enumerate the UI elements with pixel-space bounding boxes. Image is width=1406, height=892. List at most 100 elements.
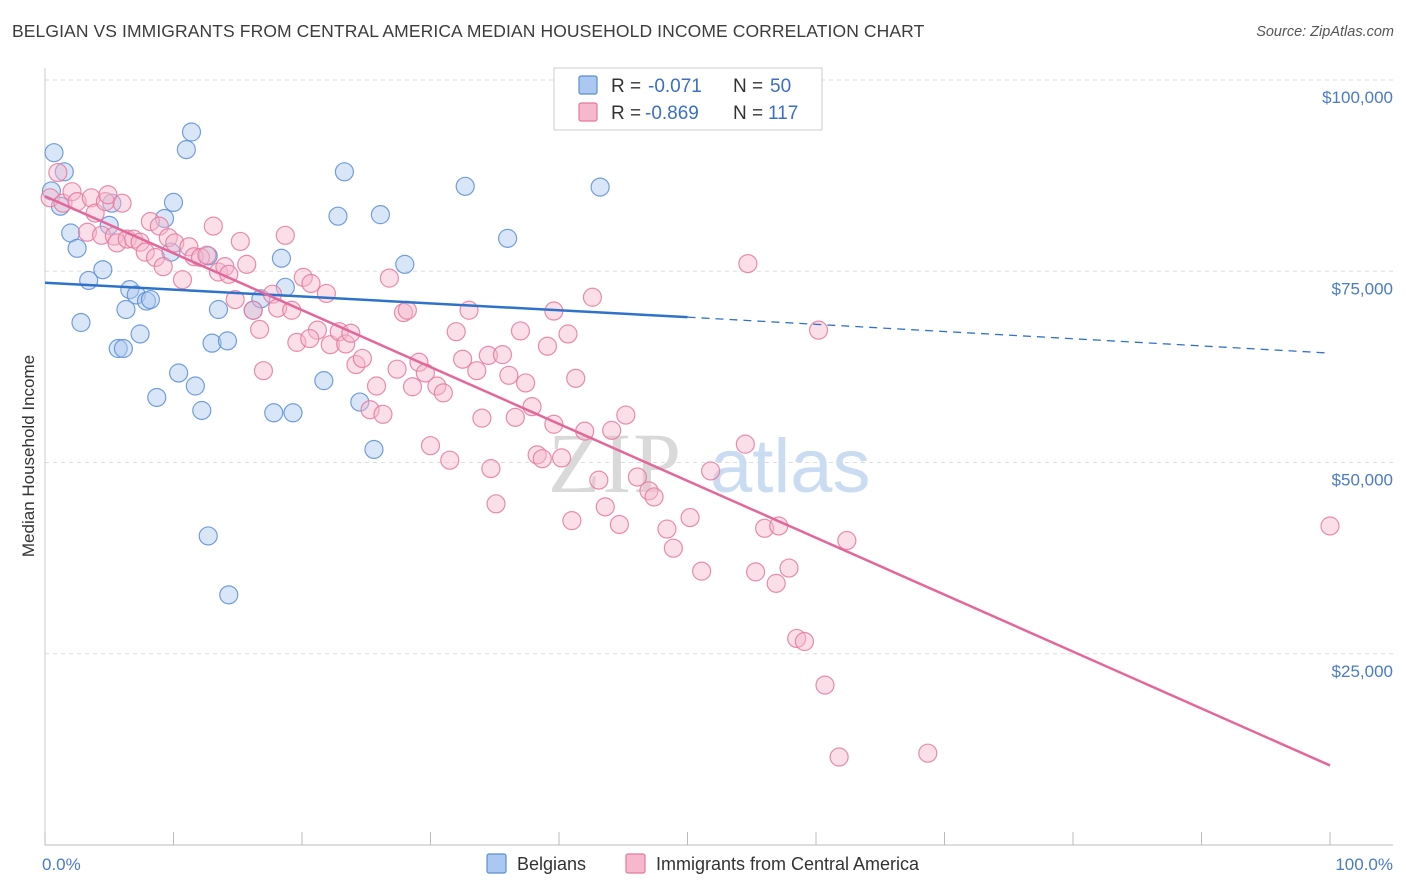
central-america-point: [300, 328, 320, 349]
central-america-point: [225, 289, 245, 310]
legend-n-value-2: 117: [768, 103, 798, 124]
central-america-point: [644, 487, 664, 507]
central-america-point: [360, 400, 380, 420]
central-america-trend-line: [44, 195, 1331, 767]
central-america-point: [48, 162, 68, 183]
legend-r-value-1: -0.071: [648, 76, 702, 97]
belgian-point: [219, 585, 239, 605]
central-america-points: [40, 162, 1340, 767]
trend-lines: [44, 195, 1331, 767]
central-america-point: [527, 445, 547, 465]
belgian-point: [181, 122, 202, 142]
belgian-point: [192, 400, 212, 421]
belgian-point: [147, 387, 167, 408]
legend-swatch-central: [578, 102, 598, 122]
source-label: Source: ZipAtlas.com: [1256, 24, 1394, 40]
central-america-point: [815, 675, 835, 695]
belgian-point: [130, 324, 150, 344]
x-ticks: [44, 832, 1331, 845]
watermark-atlas: atlas: [710, 424, 871, 509]
central-america-point: [779, 558, 799, 578]
belgian-trend-extension: [687, 316, 1331, 354]
central-america-point: [158, 227, 178, 248]
watermark-zip: ZIP: [548, 415, 683, 511]
central-america-point: [562, 511, 582, 531]
y-tick-label: $50,000: [1332, 471, 1393, 490]
central-america-point: [237, 254, 257, 274]
central-america-point: [582, 287, 603, 307]
central-america-point: [275, 225, 295, 245]
belgian-point: [113, 338, 133, 359]
belgian-point: [271, 248, 292, 268]
central-america-point: [589, 470, 609, 490]
central-america-point: [746, 562, 766, 582]
central-america-point: [301, 273, 321, 294]
central-america-point: [397, 300, 417, 320]
central-america-point: [293, 267, 313, 287]
belgian-point: [120, 280, 140, 300]
legend-swatch-belgian: [578, 75, 598, 95]
legend-r-value-2: -0.869: [645, 103, 699, 124]
central-america-point: [253, 361, 274, 381]
central-america-point: [336, 334, 356, 354]
belgian-point: [283, 403, 303, 423]
central-america-point: [320, 335, 340, 355]
central-america-point: [81, 188, 101, 208]
central-america-point: [77, 222, 98, 242]
grid-lines: [45, 79, 1393, 655]
central-america-point: [787, 628, 807, 649]
belgian-point: [67, 238, 87, 258]
central-america-point: [352, 348, 372, 369]
belgian-point: [185, 376, 205, 396]
central-america-point: [98, 185, 118, 205]
series-legend: Belgians Immigrants from Central America: [486, 853, 920, 874]
belgian-point: [455, 176, 475, 196]
series-swatch-central: [625, 853, 646, 874]
central-america-point: [379, 268, 399, 288]
central-america-point: [738, 254, 758, 274]
central-america-point: [478, 345, 498, 365]
y-tick-labels: $25,000 $50,000 $75,000 $100,000: [1322, 88, 1393, 681]
y-tick-label: $25,000: [1332, 662, 1393, 681]
central-america-point: [602, 420, 622, 440]
central-america-point: [829, 747, 849, 767]
belgian-point: [395, 254, 415, 274]
central-america-point: [140, 211, 160, 232]
belgian-point: [163, 192, 184, 212]
central-america-point: [754, 518, 775, 538]
central-america-point: [446, 322, 466, 342]
belgian-point: [334, 162, 355, 182]
legend-box: [553, 67, 823, 131]
legend-n-label-1: N =: [733, 76, 763, 97]
belgian-point: [140, 289, 160, 310]
series-label-central: Immigrants from Central America: [656, 854, 920, 874]
legend-r-label-2: R =: [611, 103, 641, 124]
belgian-point: [328, 206, 348, 226]
y-tick-label: $100,000: [1322, 88, 1393, 107]
central-america-point: [481, 459, 501, 479]
belgian-point: [198, 246, 218, 266]
belgian-point: [126, 285, 146, 305]
central-america-point: [230, 231, 250, 252]
belgian-point: [116, 299, 136, 320]
central-america-point: [499, 365, 519, 385]
central-america-point: [627, 467, 647, 487]
central-america-point: [639, 481, 659, 501]
central-america-point: [387, 359, 407, 379]
belgian-point: [108, 338, 128, 359]
legend-r-label-1: R =: [611, 76, 641, 97]
central-america-point: [153, 257, 173, 277]
central-america-point: [657, 519, 677, 539]
central-america-point: [609, 514, 629, 535]
chart-title: BELGIAN VS IMMIGRANTS FROM CENTRAL AMERI…: [12, 21, 925, 41]
central-america-point: [701, 461, 721, 481]
central-america-point: [680, 507, 700, 528]
central-america-point: [766, 573, 786, 593]
belgian-point: [169, 363, 189, 383]
central-america-point: [837, 530, 857, 551]
belgian-point: [44, 143, 64, 163]
legend-n-value-1: 50: [770, 76, 791, 97]
series-label-belgian: Belgians: [517, 854, 586, 874]
y-tick-label: $75,000: [1332, 279, 1393, 298]
